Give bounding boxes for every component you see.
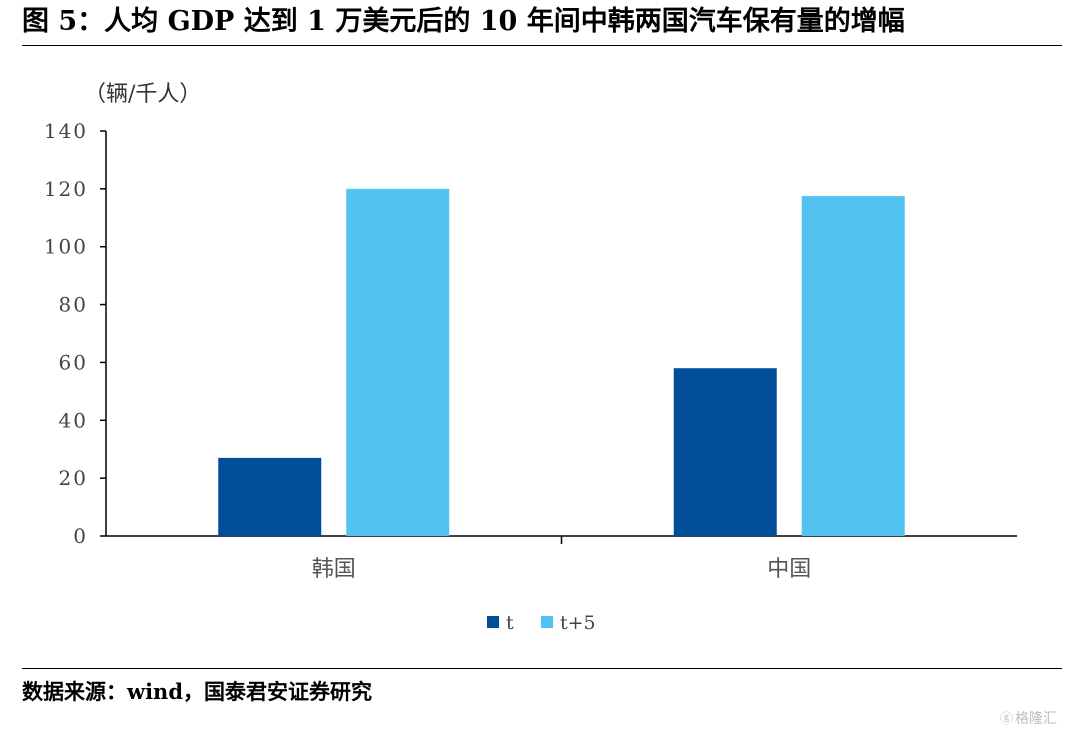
y-tick-label: 120	[44, 177, 88, 201]
figure-title: 图 5：人均 GDP 达到 1 万美元后的 10 年间中韩两国汽车保有量的增幅	[22, 6, 905, 37]
bar-chart: （辆/千人） 0 20 40 60 80 100 120 140 韩国 中国 t t+5	[44, 82, 1017, 634]
x-tick-label: 韩国	[312, 557, 356, 582]
y-tick-label: 40	[59, 408, 88, 432]
title-rule	[22, 45, 1062, 46]
watermark-logo-icon: ⓖ	[1000, 712, 1014, 727]
y-tick-label: 60	[59, 350, 88, 374]
bar-t-1	[673, 368, 777, 536]
y-tick-label: 100	[44, 235, 88, 259]
legend-label-t+5: t+5	[560, 612, 596, 634]
y-tick-label: 140	[44, 119, 88, 143]
y-tick-label: 20	[59, 466, 88, 490]
source-rule	[22, 668, 1062, 669]
legend-swatch-t	[487, 616, 499, 628]
y-tick-label: 80	[59, 293, 88, 317]
y-axis-label: （辆/千人）	[84, 82, 201, 107]
watermark-text: 格隆汇	[1015, 711, 1058, 727]
y-tick-label: 0	[73, 524, 88, 548]
bar-t+5-1	[801, 196, 905, 536]
legend-label-t: t	[506, 612, 514, 634]
bar-t+5-0	[346, 188, 450, 536]
x-tick-label: 中国	[767, 557, 811, 582]
legend-swatch-t+5	[541, 616, 553, 628]
bar-t-0	[218, 457, 322, 536]
watermark: ⓖ 格隆汇	[1000, 708, 1057, 728]
data-source: 数据来源：wind，国泰君安证券研究	[22, 679, 373, 704]
